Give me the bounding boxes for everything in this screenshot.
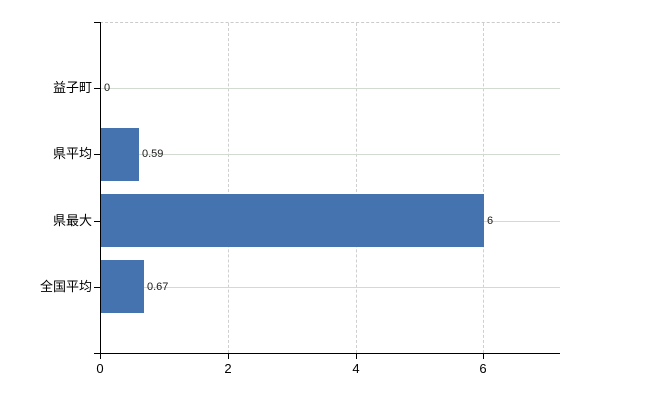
x-axis-line [94,353,560,354]
x-axis-tick [356,354,357,359]
y-axis-tick [94,154,100,155]
h-gridline [101,287,560,288]
y-axis-tick [94,221,100,222]
x-axis-label: 6 [479,361,487,376]
h-gridline [101,154,560,155]
y-axis-tick [94,287,100,288]
y-axis-label: 県最大 [52,213,92,228]
y-axis-tick [94,22,100,23]
plot-top-border [100,22,560,23]
x-axis-label: 2 [224,361,232,376]
bar-value-label: 0.59 [142,148,164,160]
y-axis-label: 全国平均 [39,279,92,294]
v-gridline [228,23,229,353]
h-gridline [101,88,560,89]
y-axis-label: 益子町 [52,80,92,95]
y-axis-tick [94,88,100,89]
x-axis-label: 0 [96,361,104,376]
v-gridline [483,23,484,353]
v-gridline [356,23,357,353]
bar [101,260,144,313]
x-axis-tick [100,354,101,359]
y-axis-label: 県平均 [52,146,92,161]
x-axis-label: 4 [352,361,360,376]
bar-value-label: 0.67 [147,281,169,293]
bar-value-label: 6 [487,215,494,227]
bar [101,128,139,181]
bar [101,194,484,247]
x-axis-tick [483,354,484,359]
y-axis-line [100,22,101,354]
bar-value-label: 0 [104,82,111,94]
x-axis-tick [228,354,229,359]
